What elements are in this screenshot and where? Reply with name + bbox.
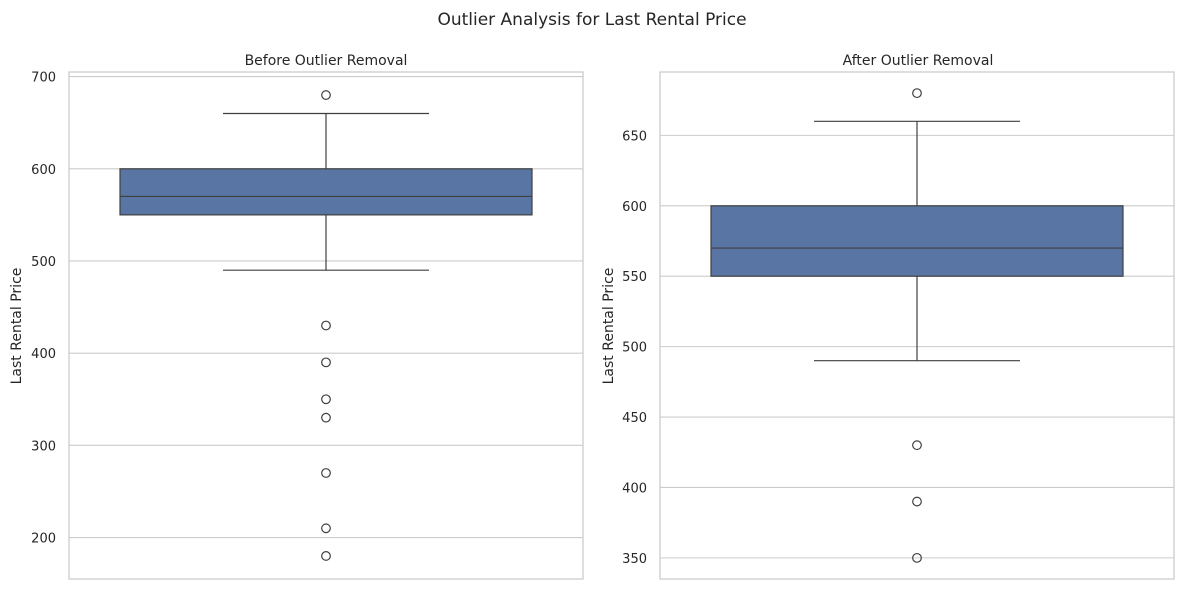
y-tick-label: 200 <box>31 532 56 547</box>
y-tick-label: 500 <box>31 255 56 270</box>
y-tick-label: 400 <box>622 481 647 496</box>
outlier-point <box>321 357 331 368</box>
panel-title-after: After Outlier Removal <box>843 53 994 69</box>
y-tick-label: 300 <box>31 439 56 454</box>
outlier-point <box>912 88 922 99</box>
y-tick-label: 400 <box>31 347 56 362</box>
axes-frame <box>68 71 584 580</box>
panel-after: After Outlier Removal Last Rental Price … <box>601 53 1175 580</box>
box-iqr <box>119 168 533 216</box>
outlier-point <box>321 551 331 561</box>
y-axis-label-before: Last Rental Price <box>9 268 25 385</box>
outlier-point <box>321 468 331 478</box>
outlier-point <box>912 440 922 451</box>
panel-title-before: Before Outlier Removal <box>245 53 408 69</box>
y-tick-label: 350 <box>622 552 647 567</box>
y-tick-label: 500 <box>622 341 647 356</box>
outlier-point <box>321 412 331 423</box>
outlier-point <box>912 496 922 507</box>
panel-before: Before Outlier Removal Last Rental Price… <box>9 53 584 580</box>
y-tick-label: 650 <box>622 129 647 144</box>
y-tick-label: 450 <box>622 411 647 426</box>
outlier-point <box>321 90 331 100</box>
outlier-point <box>912 552 922 563</box>
box-iqr <box>710 205 1124 277</box>
y-axis-label-after: Last Rental Price <box>601 268 617 385</box>
outlier-point <box>321 523 331 534</box>
outlier-point <box>321 394 331 405</box>
y-tick-label: 600 <box>622 200 647 215</box>
figure-suptitle: Outlier Analysis for Last Rental Price <box>437 10 746 30</box>
outlier-point <box>321 320 331 331</box>
axes-frame <box>659 71 1175 580</box>
y-tick-label: 550 <box>622 270 647 285</box>
y-tick-label: 700 <box>31 71 56 86</box>
y-tick-label: 600 <box>31 163 56 178</box>
